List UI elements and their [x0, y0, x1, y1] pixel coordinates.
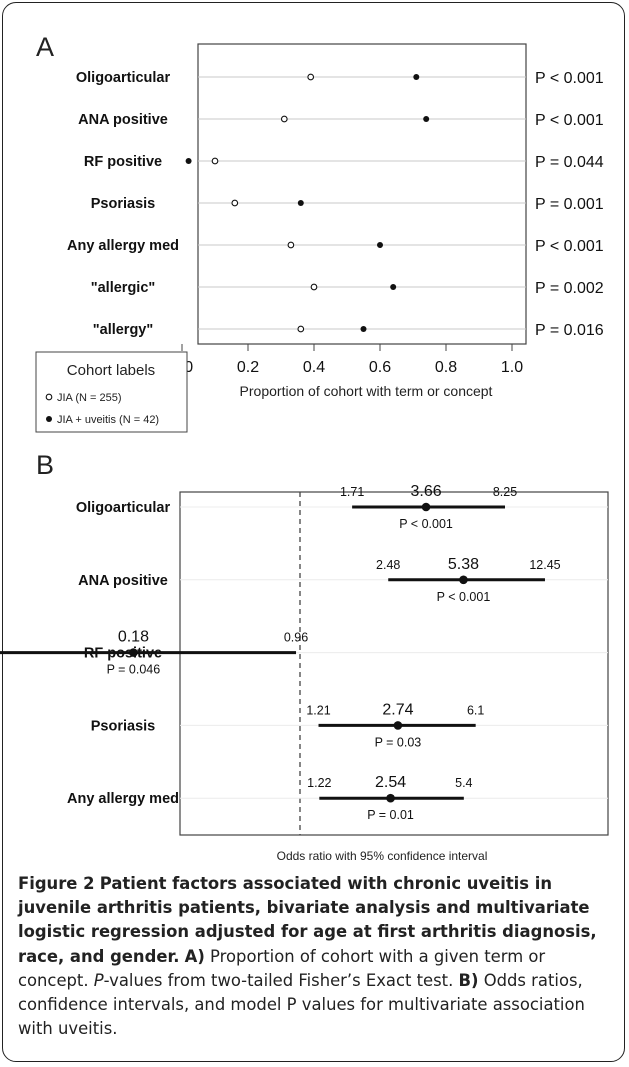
- point-open-psoriasis: [231, 199, 239, 207]
- x-tick-label-1: 0.2: [237, 359, 259, 376]
- legend-item-jia: JIA (N = 255): [57, 392, 122, 404]
- point-open-rf-positive: [211, 157, 219, 165]
- panel-a-plot: Oligoarticular P < 0.001 ANA positive P < 0…: [67, 70, 604, 376]
- or-point-ana-positive: [459, 575, 468, 585]
- panel-a-xlabel: Proportion of cohort with term or concep…: [240, 383, 493, 399]
- point-filled-any-allergy-med: [377, 242, 383, 248]
- p-value-b-ana-positive: P < 0.001: [437, 590, 491, 604]
- ci-lower-label-oligoarticular: 1.71: [340, 485, 364, 499]
- ci-lower-label-ana-positive: 2.48: [376, 558, 400, 572]
- point-filled-allergic: [390, 284, 397, 290]
- figure-chart: A Oligoarticular P < 0.001 ANA positive P <…: [0, 32, 609, 863]
- or-point-oligoarticular: [421, 502, 431, 512]
- x-tick-label-4: 0.8: [435, 359, 457, 376]
- ci-upper-label-ana-positive: 12.45: [529, 558, 560, 572]
- panel-b-xlabel: Odds ratio with 95% confidence interval: [277, 849, 488, 863]
- ci-lower-label-psoriasis: 1.21: [306, 703, 330, 717]
- p-value-b-any-allergy-med: P = 0.01: [367, 808, 414, 822]
- caption-figure-label: Figure 2: [18, 874, 95, 893]
- legend: Cohort labels JIA (N = 255) JIA + uveiti…: [35, 351, 188, 433]
- point-filled-ana-positive: [423, 116, 430, 122]
- category-label-b-ana-positive: ANA positive: [78, 573, 168, 589]
- p-value-b-oligoarticular: P < 0.001: [399, 517, 453, 531]
- caption-part-a-label: A): [184, 946, 205, 966]
- point-open-any-allergy-med: [287, 241, 295, 249]
- point-filled-rf-positive: [185, 158, 192, 164]
- ci-upper-label-oligoarticular: 8.25: [493, 485, 517, 499]
- p-value-allergy: P = 0.016: [535, 322, 604, 339]
- or-label-ana-positive: 5.38: [448, 556, 479, 573]
- legend-item-jia-uveitis: JIA + uveitis (N = 42): [57, 414, 159, 426]
- category-label-rf-positive: RF positive: [84, 154, 162, 170]
- p-value-rf-positive: P = 0.044: [535, 154, 604, 171]
- point-filled-allergy: [360, 326, 367, 332]
- point-filled-psoriasis: [297, 200, 304, 206]
- or-label-oligoarticular: 3.66: [410, 483, 441, 500]
- caption-part-b-text: Odds ratios, confidence intervals, and m…: [18, 970, 585, 1039]
- caption-part-b-label: B): [458, 970, 479, 990]
- or-point-any-allergy-med: [386, 793, 395, 803]
- category-label-oligoarticular: Oligoarticular: [76, 70, 171, 86]
- category-label-allergy: "allergy": [93, 322, 154, 338]
- caption-title: Patient factors associated with chronic …: [18, 874, 597, 966]
- or-point-psoriasis: [393, 721, 403, 730]
- panel-b-plot-box: [179, 491, 609, 836]
- caption-italic-p: P: [93, 970, 104, 990]
- panel-a-label: A: [36, 32, 54, 62]
- category-label-any-allergy-med: Any allergy med: [67, 238, 179, 254]
- ci-upper-label-rf-positive: 0.96: [284, 631, 308, 645]
- or-label-rf-positive: 0.18: [118, 629, 149, 646]
- x-tick-label-3: 0.6: [369, 359, 391, 376]
- ci-lower-label-any-allergy-med: 1.22: [307, 776, 331, 790]
- legend-open-marker: [45, 393, 53, 401]
- category-label-psoriasis: Psoriasis: [91, 196, 156, 212]
- legend-title: Cohort labels: [67, 362, 155, 379]
- point-open-allergy: [297, 325, 305, 333]
- p-value-any-allergy-med: P < 0.001: [535, 238, 604, 255]
- category-label-b-psoriasis: Psoriasis: [91, 718, 156, 734]
- caption-part-a-text: Proportion of cohort with a given term o…: [18, 946, 546, 990]
- legend-filled-marker: [46, 416, 52, 422]
- panel-b-plot: Oligoarticular 3.66 1.71 8.25 P < 0.001 ANA p…: [0, 483, 608, 835]
- category-label-allergic: "allergic": [91, 280, 156, 296]
- category-label-b-any-allergy-med: Any allergy med: [67, 791, 179, 807]
- or-point-rf-positive: [129, 648, 138, 657]
- x-tick-label-2: 0.4: [303, 359, 325, 376]
- category-label-b-oligoarticular: Oligoarticular: [76, 500, 171, 516]
- p-value-psoriasis: P = 0.001: [535, 196, 604, 213]
- x-tick-label-5: 1.0: [501, 359, 523, 376]
- panel-a-plot-box: [197, 43, 527, 345]
- ci-upper-label-psoriasis: 6.1: [467, 703, 484, 717]
- or-label-any-allergy-med: 2.54: [375, 774, 406, 791]
- p-value-b-rf-positive: P = 0.046: [107, 663, 161, 677]
- p-value-ana-positive: P < 0.001: [535, 112, 604, 129]
- point-filled-oligoarticular: [413, 74, 420, 80]
- ci-upper-label-any-allergy-med: 5.4: [455, 776, 472, 790]
- category-label-ana-positive: ANA positive: [78, 112, 168, 128]
- caption-part-a-text2: -values from two-tailed Fisher’s Exact t…: [103, 970, 459, 990]
- p-value-allergic: P = 0.002: [535, 280, 604, 297]
- legend-box: [35, 351, 188, 433]
- p-value-b-psoriasis: P = 0.03: [375, 735, 422, 749]
- point-open-oligoarticular: [307, 73, 315, 81]
- point-open-allergic: [310, 283, 318, 291]
- p-value-oligoarticular: P < 0.001: [535, 70, 604, 87]
- point-open-ana-positive: [280, 115, 288, 123]
- or-label-psoriasis: 2.74: [382, 701, 413, 718]
- figure-caption: Figure 2 Patient factors associated with…: [18, 872, 614, 1041]
- panel-b-label: B: [36, 450, 54, 480]
